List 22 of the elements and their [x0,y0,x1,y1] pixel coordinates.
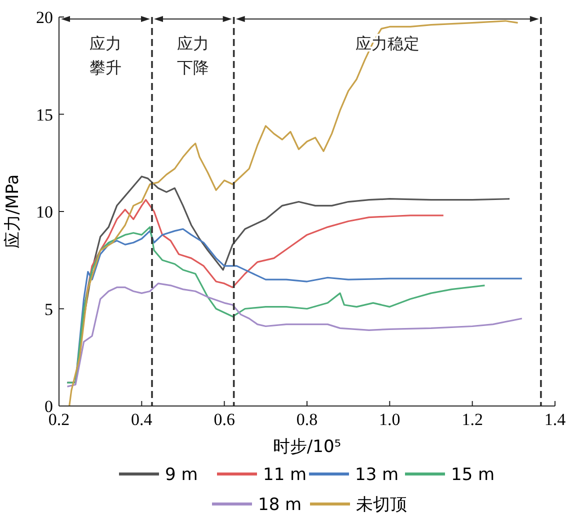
x-tick-label: 1.4 [544,410,566,429]
line-series [66,282,523,388]
x-tick-label: 1.2 [462,410,483,429]
line-series [68,20,519,407]
annotation: 应力下降 [176,34,209,77]
legend-label: 13 m [355,465,399,485]
y-tick-label: 20 [36,8,53,27]
x-tick-label: 0.8 [296,410,318,429]
y-tick-label: 5 [44,300,53,319]
annotation: 应力攀升 [90,34,122,77]
y-tick-label: 15 [36,105,53,124]
legend-label: 未切顶 [356,495,407,514]
legend-label: 15 m [451,465,495,485]
legend-label: 9 m [165,465,198,485]
y-axis-title: 应力/MPa [3,174,23,249]
legend-label: 18 m [258,495,302,514]
x-tick-label: 0.6 [214,410,235,429]
x-tick-label: 0.4 [131,410,153,429]
legend-label: 11 m [263,465,307,485]
x-tick-label: 1.0 [379,410,400,429]
x-axis-title: 时步/10⁵ [272,437,342,457]
y-tick-label: 10 [36,202,53,222]
